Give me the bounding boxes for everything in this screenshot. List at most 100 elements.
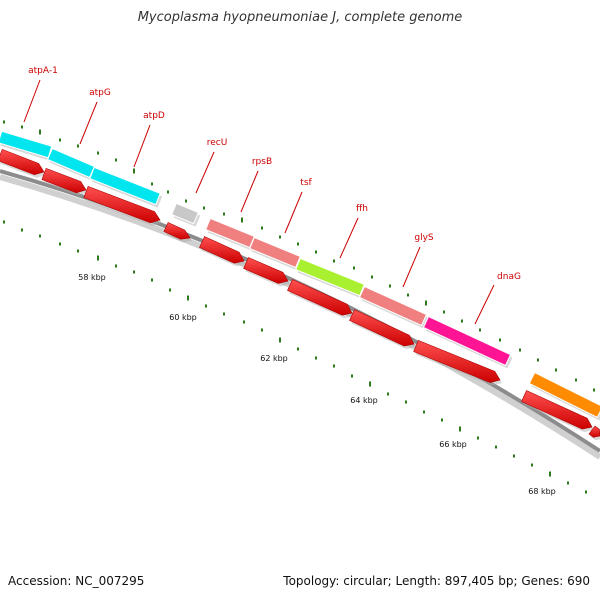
inner-tick-mark [187,295,189,301]
inner-tick-mark [243,320,245,324]
inner-tick-mark [495,445,497,449]
gene-label: rpsB [252,157,272,167]
feature-arrow [41,168,87,194]
feature-arrow [0,149,45,176]
outer-tick-mark [519,348,521,352]
inner-tick-mark [39,234,41,238]
feature-arrow [349,309,415,347]
feature-arrow [199,236,245,264]
gene-labels: atpA-1 atpG atpD recU rpsB tsf ffh glyS dnaG [23,66,521,325]
gene-label: atpD [143,111,165,121]
outer-tick-mark [133,168,135,174]
outer-tick-mark [223,212,225,216]
gene-block [295,257,365,297]
inner-tick-mark [441,418,443,422]
gene-block [205,217,255,249]
gene-label-leader [79,101,98,145]
gene-block [422,315,512,367]
outer-tick-mark [461,319,463,323]
inner-tick-mark [315,356,317,360]
inner-tick-mark [279,337,281,343]
gene-label: dnaG [497,272,521,282]
gene-block [171,202,199,225]
gene-label: atpA-1 [28,66,58,76]
map-title: Mycoplasma hyopneumoniae J, complete gen… [137,10,463,25]
topology-text: Topology: circular; Length: 897,405 bp; … [283,574,590,588]
outer-tick-mark [371,275,373,279]
gene-blocks [0,130,600,421]
scale-labels: 58 kbp 60 kbp 62 kbp 64 kbp 66 kbp 68 kbp [78,273,556,496]
outer-tick-mark [537,358,539,362]
feature-arrow [287,279,353,316]
accession-number: NC_007295 [75,574,145,588]
outer-tick-mark [593,388,595,392]
outer-tick-mark [297,242,299,246]
scale-label: 66 kbp [439,440,467,449]
gene-label-leader [339,217,359,259]
gene-label: recU [207,138,228,148]
genome-backbone [0,169,600,460]
outer-tick-mark [167,190,169,194]
outer-tick-mark [333,259,335,263]
feature-arrows [0,149,600,441]
inner-tick-mark [567,481,569,485]
gene-label-leader [402,246,421,288]
gene-label: ffh [356,204,368,214]
outer-tick-mark [151,182,153,186]
scale-label: 64 kbp [350,396,378,405]
outer-tick-mark [59,138,61,142]
inner-tick-mark [423,410,425,414]
gene-label-leader [474,284,495,325]
gene-label-leader [284,191,303,234]
gene-block [89,166,161,206]
accession-label: Accession: [8,574,72,588]
inner-tick-mark [3,220,5,224]
outer-tick-mark [97,151,99,155]
outer-tick-mark [115,158,117,162]
inner-tick-mark [151,278,153,282]
inner-tick-mark [261,328,263,332]
outer-tick-mark [203,206,205,210]
inner-tick-mark [223,312,225,316]
outer-tick-mark [261,226,263,230]
outer-tick-mark [39,129,41,135]
outer-tick-mark [575,378,577,382]
scale-label: 58 kbp [78,273,106,282]
inner-tick-mark [205,304,207,308]
backbone-line [0,169,600,453]
inner-tick-mark [531,463,533,467]
feature-arrow [413,340,501,383]
inner-tick-mark [59,242,61,246]
backbone-shadow [0,174,600,460]
inner-tick-mark [459,426,461,432]
gene-label-leader [240,170,259,213]
outer-tick-mark [425,300,427,306]
scale-label: 60 kbp [169,313,197,322]
feature-arrow [521,390,593,430]
inner-tick-mark [351,374,353,378]
inner-tick-mark [97,255,99,261]
inner-tick-mark [169,288,171,292]
inner-tick-mark [369,381,371,387]
outer-tick-mark [77,144,79,148]
inner-tick-mark [115,264,117,268]
outer-tick-mark [479,328,481,332]
gene-label-leader [23,79,41,123]
outer-tick-mark [315,250,317,254]
outer-tick-mark [443,310,445,314]
gene-block [528,371,600,419]
outer-tick-mark [499,338,501,342]
gene-block [249,236,301,269]
outer-tick-mark [389,284,391,288]
tick-marks [3,120,595,494]
inner-tick-mark [585,490,587,494]
outer-tick-mark [407,293,409,297]
inner-tick-mark [333,364,335,368]
gene-label: glyS [414,233,434,243]
feature-arrow [163,222,191,240]
inner-tick-mark [549,471,551,477]
outer-tick-mark [279,235,281,239]
inner-tick-mark [21,228,23,232]
